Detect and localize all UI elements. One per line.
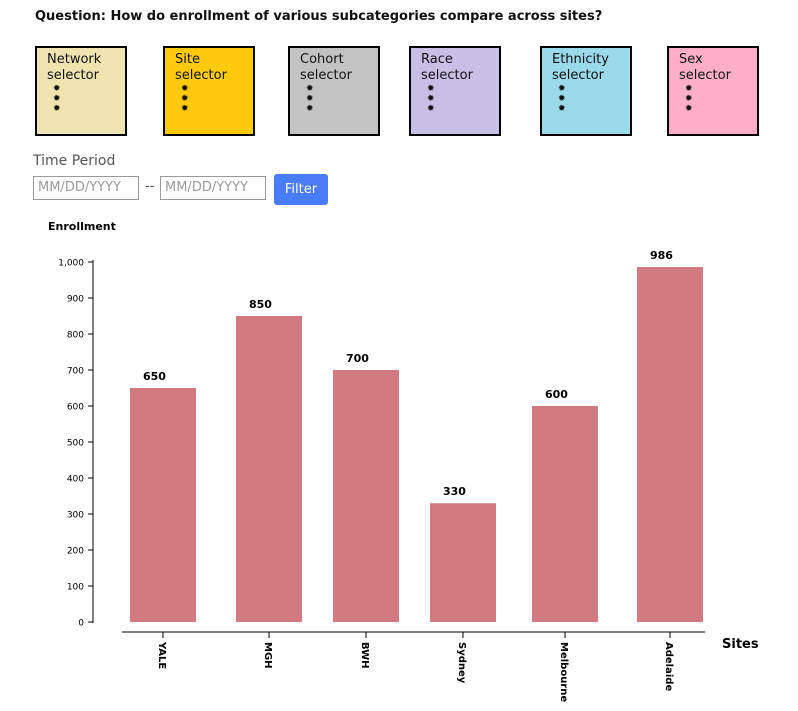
data-label: 330 (443, 485, 466, 498)
option-bullet: ✹ (306, 84, 314, 94)
y-axis-title: Enrollment (48, 220, 116, 233)
option-bullet: ✹ (53, 104, 61, 114)
data-label: 850 (249, 298, 272, 311)
question: Question: How do enrollment of various s… (35, 9, 603, 24)
selector-label: Cohort selector (300, 52, 352, 83)
selector-box[interactable]: Sex selector ✹ ✹ ✹ (667, 46, 759, 136)
filter-button[interactable]: Filter (274, 174, 328, 205)
selector-box[interactable]: Cohort selector ✹ ✹ ✹ (288, 46, 380, 136)
selector-box[interactable]: Race selector ✹ ✹ ✹ (409, 46, 501, 136)
bar (430, 503, 496, 622)
x-tick-label: MGH (262, 642, 273, 669)
x-tick-label: Melbourne (558, 642, 569, 702)
selector-box[interactable]: Site selector ✹ ✹ ✹ (163, 46, 255, 136)
option-bullet: ✹ (306, 104, 314, 114)
bar (130, 388, 196, 622)
date-separator: -- (145, 179, 155, 194)
option-bullet: ✹ (181, 104, 189, 114)
y-tick-label: 0 (78, 619, 84, 629)
option-bullet: ✹ (181, 84, 189, 94)
option-bullet: ✹ (53, 94, 61, 104)
y-tick-label: 200 (67, 547, 84, 557)
option-bullet: ✹ (427, 104, 435, 114)
option-bullet: ✹ (685, 104, 693, 114)
bar (236, 316, 302, 622)
option-bullet: ✹ (427, 94, 435, 104)
y-tick-label: 400 (67, 475, 84, 485)
selector-label: Sex selector (679, 52, 731, 83)
y-tick-label: 800 (67, 331, 84, 341)
selector-box[interactable]: Network selector ✹ ✹ ✹ (35, 46, 127, 136)
time-period-label: Time Period (33, 153, 116, 169)
y-tick-label: 900 (67, 295, 84, 305)
y-tick-label: 1,000 (58, 259, 84, 269)
y-tick-label: 300 (67, 511, 84, 521)
data-label: 650 (143, 370, 166, 383)
data-label: 600 (545, 388, 568, 401)
end-date-input[interactable]: MM/DD/YYYY (160, 176, 266, 200)
selector-label: Network selector (47, 52, 102, 83)
selector-label: Race selector (421, 52, 473, 83)
chart: Enrollment Sites 0 100 200 300 400 500 600 700 8… (48, 220, 759, 702)
x-axis-title: Sites (722, 637, 759, 652)
data-label: 700 (346, 352, 369, 365)
x-tick-label: Adelaide (663, 642, 674, 691)
x-tick-label: YALE (156, 641, 167, 669)
data-label: 986 (650, 249, 673, 262)
option-bullet: ✹ (558, 104, 566, 114)
y-tick-label: 700 (67, 367, 84, 377)
bar (637, 267, 703, 622)
y-tick-label: 600 (67, 403, 84, 413)
x-tick-label: BWH (359, 642, 370, 668)
option-bullet: ✹ (53, 84, 61, 94)
x-tick-label: Sydney (456, 642, 467, 684)
selector-box[interactable]: Ethnicity selector ✹ ✹ ✹ (540, 46, 632, 136)
option-bullet: ✹ (685, 84, 693, 94)
y-tick-label: 500 (67, 439, 84, 449)
selector-label: Ethnicity selector (552, 52, 609, 83)
option-bullet: ✹ (685, 94, 693, 104)
bar (333, 370, 399, 622)
option-bullet: ✹ (181, 94, 189, 104)
selector-label: Site selector (175, 52, 227, 83)
bar (532, 406, 598, 622)
start-date-input[interactable]: MM/DD/YYYY (33, 176, 139, 200)
option-bullet: ✹ (558, 84, 566, 94)
y-tick-label: 100 (67, 583, 84, 593)
option-bullet: ✹ (306, 94, 314, 104)
option-bullet: ✹ (558, 94, 566, 104)
option-bullet: ✹ (427, 84, 435, 94)
